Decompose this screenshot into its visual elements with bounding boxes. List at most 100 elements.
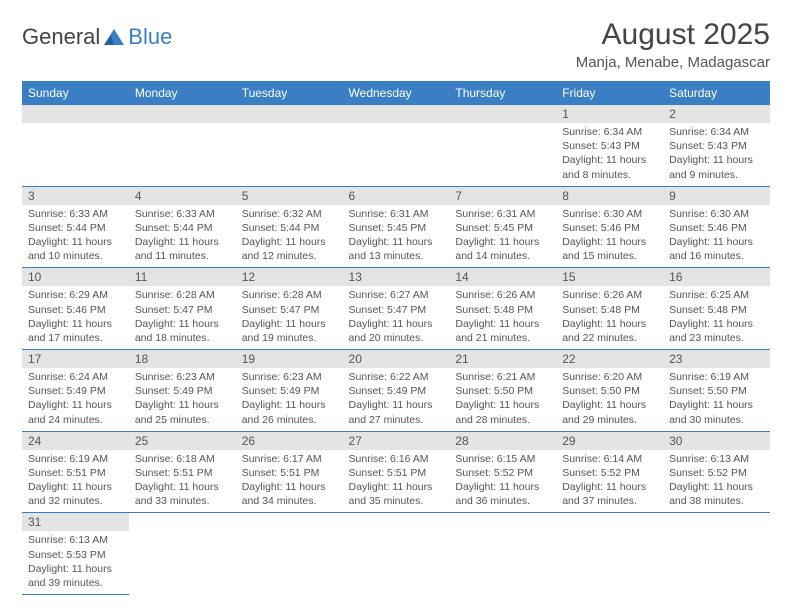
daylight-line: Daylight: 11 hours and 15 minutes.: [562, 235, 657, 263]
sunset-line: Sunset: 5:52 PM: [562, 466, 657, 480]
day-detail-cell: [663, 531, 770, 594]
daylight-line: Daylight: 11 hours and 35 minutes.: [349, 480, 444, 508]
daylight-line: Daylight: 11 hours and 19 minutes.: [242, 317, 337, 345]
day-number-cell: 9: [663, 186, 770, 205]
day-number-cell: 18: [129, 350, 236, 369]
day-number-cell: [449, 105, 556, 123]
daylight-line: Daylight: 11 hours and 21 minutes.: [455, 317, 550, 345]
sunrise-line: Sunrise: 6:16 AM: [349, 452, 444, 466]
day-detail-cell: Sunrise: 6:33 AMSunset: 5:44 PMDaylight:…: [22, 205, 129, 268]
daynum-row: 31: [22, 513, 770, 532]
day-header: Sunday: [22, 81, 129, 105]
sunset-line: Sunset: 5:52 PM: [669, 466, 764, 480]
day-detail-cell: Sunrise: 6:24 AMSunset: 5:49 PMDaylight:…: [22, 368, 129, 431]
sunrise-line: Sunrise: 6:13 AM: [28, 533, 123, 547]
day-detail-cell: Sunrise: 6:13 AMSunset: 5:52 PMDaylight:…: [663, 450, 770, 513]
day-detail-cell: [22, 123, 129, 186]
day-number-cell: 27: [343, 431, 450, 450]
day-number-cell: 28: [449, 431, 556, 450]
day-detail-cell: [343, 123, 450, 186]
day-detail-cell: Sunrise: 6:20 AMSunset: 5:50 PMDaylight:…: [556, 368, 663, 431]
daylight-line: Daylight: 11 hours and 18 minutes.: [135, 317, 230, 345]
page-subtitle: Manja, Menabe, Madagascar: [576, 54, 770, 71]
day-number-cell: 4: [129, 186, 236, 205]
day-number-cell: 24: [22, 431, 129, 450]
day-header: Monday: [129, 81, 236, 105]
daylight-line: Daylight: 11 hours and 29 minutes.: [562, 398, 657, 426]
page-title: August 2025: [576, 18, 770, 52]
daynum-row: 12: [22, 105, 770, 123]
day-number-cell: [22, 105, 129, 123]
day-number-cell: 25: [129, 431, 236, 450]
day-number-cell: 7: [449, 186, 556, 205]
sunrise-line: Sunrise: 6:33 AM: [28, 207, 123, 221]
sunrise-line: Sunrise: 6:31 AM: [349, 207, 444, 221]
day-detail-cell: [449, 531, 556, 594]
sunset-line: Sunset: 5:47 PM: [135, 303, 230, 317]
sunrise-line: Sunrise: 6:19 AM: [28, 452, 123, 466]
day-detail-cell: Sunrise: 6:18 AMSunset: 5:51 PMDaylight:…: [129, 450, 236, 513]
daylight-line: Daylight: 11 hours and 26 minutes.: [242, 398, 337, 426]
day-detail-cell: Sunrise: 6:19 AMSunset: 5:50 PMDaylight:…: [663, 368, 770, 431]
day-detail-cell: Sunrise: 6:22 AMSunset: 5:49 PMDaylight:…: [343, 368, 450, 431]
sunrise-line: Sunrise: 6:30 AM: [562, 207, 657, 221]
day-number-cell: 15: [556, 268, 663, 287]
day-number-cell: 5: [236, 186, 343, 205]
day-detail-cell: Sunrise: 6:31 AMSunset: 5:45 PMDaylight:…: [449, 205, 556, 268]
day-detail-cell: Sunrise: 6:26 AMSunset: 5:48 PMDaylight:…: [556, 286, 663, 349]
sunrise-line: Sunrise: 6:26 AM: [562, 288, 657, 302]
day-number-cell: [129, 105, 236, 123]
daylight-line: Daylight: 11 hours and 30 minutes.: [669, 398, 764, 426]
day-detail-cell: [129, 531, 236, 594]
sunset-line: Sunset: 5:44 PM: [242, 221, 337, 235]
sunrise-line: Sunrise: 6:32 AM: [242, 207, 337, 221]
day-detail-cell: [343, 531, 450, 594]
day-number-cell: 13: [343, 268, 450, 287]
day-number-cell: 20: [343, 350, 450, 369]
day-header-row: SundayMondayTuesdayWednesdayThursdayFrid…: [22, 81, 770, 105]
day-detail-cell: Sunrise: 6:32 AMSunset: 5:44 PMDaylight:…: [236, 205, 343, 268]
day-number-cell: [129, 513, 236, 532]
day-detail-cell: Sunrise: 6:31 AMSunset: 5:45 PMDaylight:…: [343, 205, 450, 268]
daylight-line: Daylight: 11 hours and 24 minutes.: [28, 398, 123, 426]
sunrise-line: Sunrise: 6:13 AM: [669, 452, 764, 466]
sunrise-line: Sunrise: 6:29 AM: [28, 288, 123, 302]
sunrise-line: Sunrise: 6:14 AM: [562, 452, 657, 466]
day-detail-cell: [129, 123, 236, 186]
day-header: Wednesday: [343, 81, 450, 105]
sunset-line: Sunset: 5:51 PM: [28, 466, 123, 480]
sunset-line: Sunset: 5:48 PM: [562, 303, 657, 317]
day-detail-cell: Sunrise: 6:19 AMSunset: 5:51 PMDaylight:…: [22, 450, 129, 513]
day-number-cell: 30: [663, 431, 770, 450]
sunrise-line: Sunrise: 6:19 AM: [669, 370, 764, 384]
daylight-line: Daylight: 11 hours and 20 minutes.: [349, 317, 444, 345]
sunrise-line: Sunrise: 6:31 AM: [455, 207, 550, 221]
day-number-cell: 3: [22, 186, 129, 205]
day-header: Friday: [556, 81, 663, 105]
sunset-line: Sunset: 5:45 PM: [349, 221, 444, 235]
sunset-line: Sunset: 5:52 PM: [455, 466, 550, 480]
sunset-line: Sunset: 5:51 PM: [349, 466, 444, 480]
day-number-cell: [343, 513, 450, 532]
sunset-line: Sunset: 5:50 PM: [669, 384, 764, 398]
sunset-line: Sunset: 5:53 PM: [28, 548, 123, 562]
daylight-line: Daylight: 11 hours and 9 minutes.: [669, 153, 764, 181]
day-detail-cell: Sunrise: 6:15 AMSunset: 5:52 PMDaylight:…: [449, 450, 556, 513]
daylight-line: Daylight: 11 hours and 27 minutes.: [349, 398, 444, 426]
sunrise-line: Sunrise: 6:34 AM: [669, 125, 764, 139]
day-number-cell: [236, 513, 343, 532]
sunset-line: Sunset: 5:49 PM: [28, 384, 123, 398]
day-detail-cell: Sunrise: 6:13 AMSunset: 5:53 PMDaylight:…: [22, 531, 129, 594]
day-number-cell: 31: [22, 513, 129, 532]
logo-sail-icon: [102, 27, 126, 47]
logo-text-2: Blue: [128, 24, 172, 50]
daynum-row: 17181920212223: [22, 350, 770, 369]
detail-row: Sunrise: 6:34 AMSunset: 5:43 PMDaylight:…: [22, 123, 770, 186]
day-number-cell: 22: [556, 350, 663, 369]
day-detail-cell: Sunrise: 6:23 AMSunset: 5:49 PMDaylight:…: [129, 368, 236, 431]
sunset-line: Sunset: 5:46 PM: [669, 221, 764, 235]
sunrise-line: Sunrise: 6:21 AM: [455, 370, 550, 384]
sunset-line: Sunset: 5:43 PM: [669, 139, 764, 153]
day-detail-cell: Sunrise: 6:25 AMSunset: 5:48 PMDaylight:…: [663, 286, 770, 349]
day-number-cell: 8: [556, 186, 663, 205]
